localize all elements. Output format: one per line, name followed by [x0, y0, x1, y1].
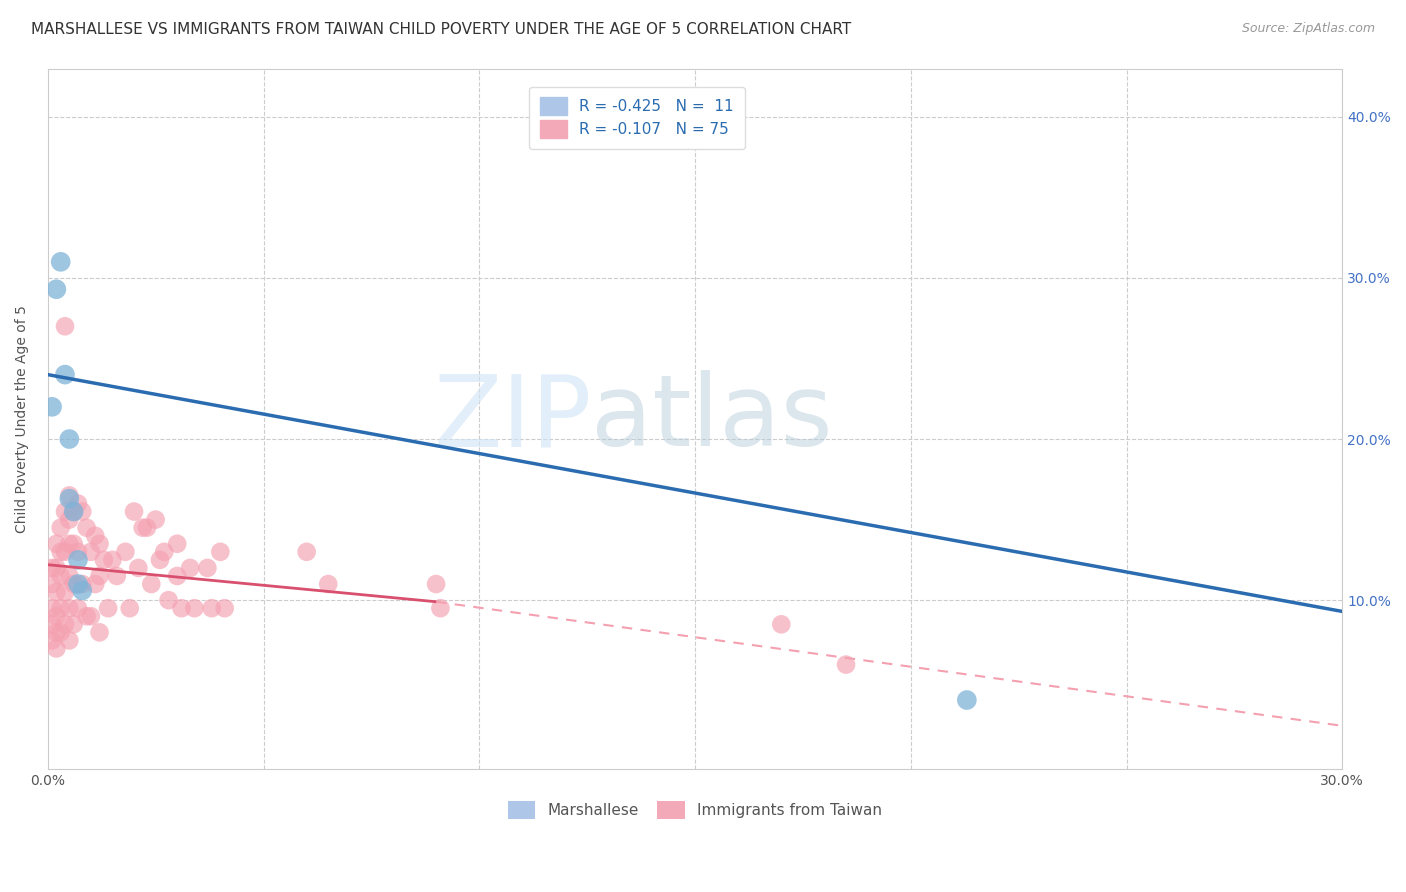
Point	[166, 569, 188, 583]
Point	[49, 569, 72, 583]
Point	[72, 577, 94, 591]
Point	[45, 585, 67, 599]
Point	[835, 657, 858, 672]
Point	[101, 553, 124, 567]
Point	[84, 577, 107, 591]
Point	[145, 513, 167, 527]
Point	[118, 601, 141, 615]
Point	[53, 504, 76, 518]
Point	[72, 504, 94, 518]
Point	[49, 545, 72, 559]
Point	[93, 553, 115, 567]
Point	[127, 561, 149, 575]
Legend: Marshallese, Immigrants from Taiwan: Marshallese, Immigrants from Taiwan	[502, 795, 889, 825]
Text: ZIP: ZIP	[433, 370, 592, 467]
Point	[84, 529, 107, 543]
Point	[41, 561, 63, 575]
Point	[45, 537, 67, 551]
Text: Source: ZipAtlas.com: Source: ZipAtlas.com	[1241, 22, 1375, 36]
Point	[66, 496, 89, 510]
Point	[58, 432, 80, 446]
Point	[66, 577, 89, 591]
Point	[45, 561, 67, 575]
Point	[49, 521, 72, 535]
Point	[41, 617, 63, 632]
Point	[58, 569, 80, 583]
Point	[136, 521, 159, 535]
Point	[66, 553, 89, 567]
Point	[425, 577, 447, 591]
Point	[45, 625, 67, 640]
Point	[62, 577, 84, 591]
Point	[58, 537, 80, 551]
Point	[66, 601, 89, 615]
Point	[76, 521, 98, 535]
Point	[97, 601, 120, 615]
Point	[62, 537, 84, 551]
Point	[53, 617, 76, 632]
Point	[295, 545, 318, 559]
Point	[41, 633, 63, 648]
Point	[62, 504, 84, 518]
Point	[45, 282, 67, 296]
Point	[53, 319, 76, 334]
Point	[62, 617, 84, 632]
Point	[45, 609, 67, 624]
Point	[58, 633, 80, 648]
Point	[131, 521, 153, 535]
Point	[89, 537, 111, 551]
Y-axis label: Child Poverty Under the Age of 5: Child Poverty Under the Age of 5	[15, 305, 30, 533]
Point	[316, 577, 339, 591]
Point	[214, 601, 236, 615]
Point	[45, 641, 67, 656]
Point	[89, 625, 111, 640]
Point	[956, 693, 979, 707]
Point	[49, 601, 72, 615]
Point	[153, 545, 176, 559]
Point	[41, 400, 63, 414]
Point	[429, 601, 451, 615]
Point	[49, 625, 72, 640]
Point	[149, 553, 172, 567]
Point	[41, 577, 63, 591]
Point	[770, 617, 793, 632]
Point	[89, 569, 111, 583]
Point	[105, 569, 128, 583]
Point	[166, 537, 188, 551]
Point	[72, 583, 94, 598]
Point	[53, 545, 76, 559]
Point	[80, 545, 103, 559]
Point	[179, 561, 201, 575]
Point	[80, 609, 103, 624]
Point	[66, 545, 89, 559]
Point	[41, 601, 63, 615]
Point	[201, 601, 224, 615]
Point	[114, 545, 136, 559]
Point	[141, 577, 163, 591]
Point	[76, 609, 98, 624]
Point	[58, 601, 80, 615]
Point	[49, 255, 72, 269]
Point	[53, 368, 76, 382]
Point	[170, 601, 193, 615]
Text: atlas: atlas	[592, 370, 834, 467]
Point	[197, 561, 219, 575]
Point	[53, 585, 76, 599]
Point	[58, 513, 80, 527]
Point	[157, 593, 180, 607]
Point	[58, 488, 80, 502]
Point	[209, 545, 232, 559]
Text: MARSHALLESE VS IMMIGRANTS FROM TAIWAN CHILD POVERTY UNDER THE AGE OF 5 CORRELATI: MARSHALLESE VS IMMIGRANTS FROM TAIWAN CH…	[31, 22, 851, 37]
Point	[122, 504, 145, 518]
Point	[62, 504, 84, 518]
Point	[183, 601, 205, 615]
Point	[58, 491, 80, 506]
